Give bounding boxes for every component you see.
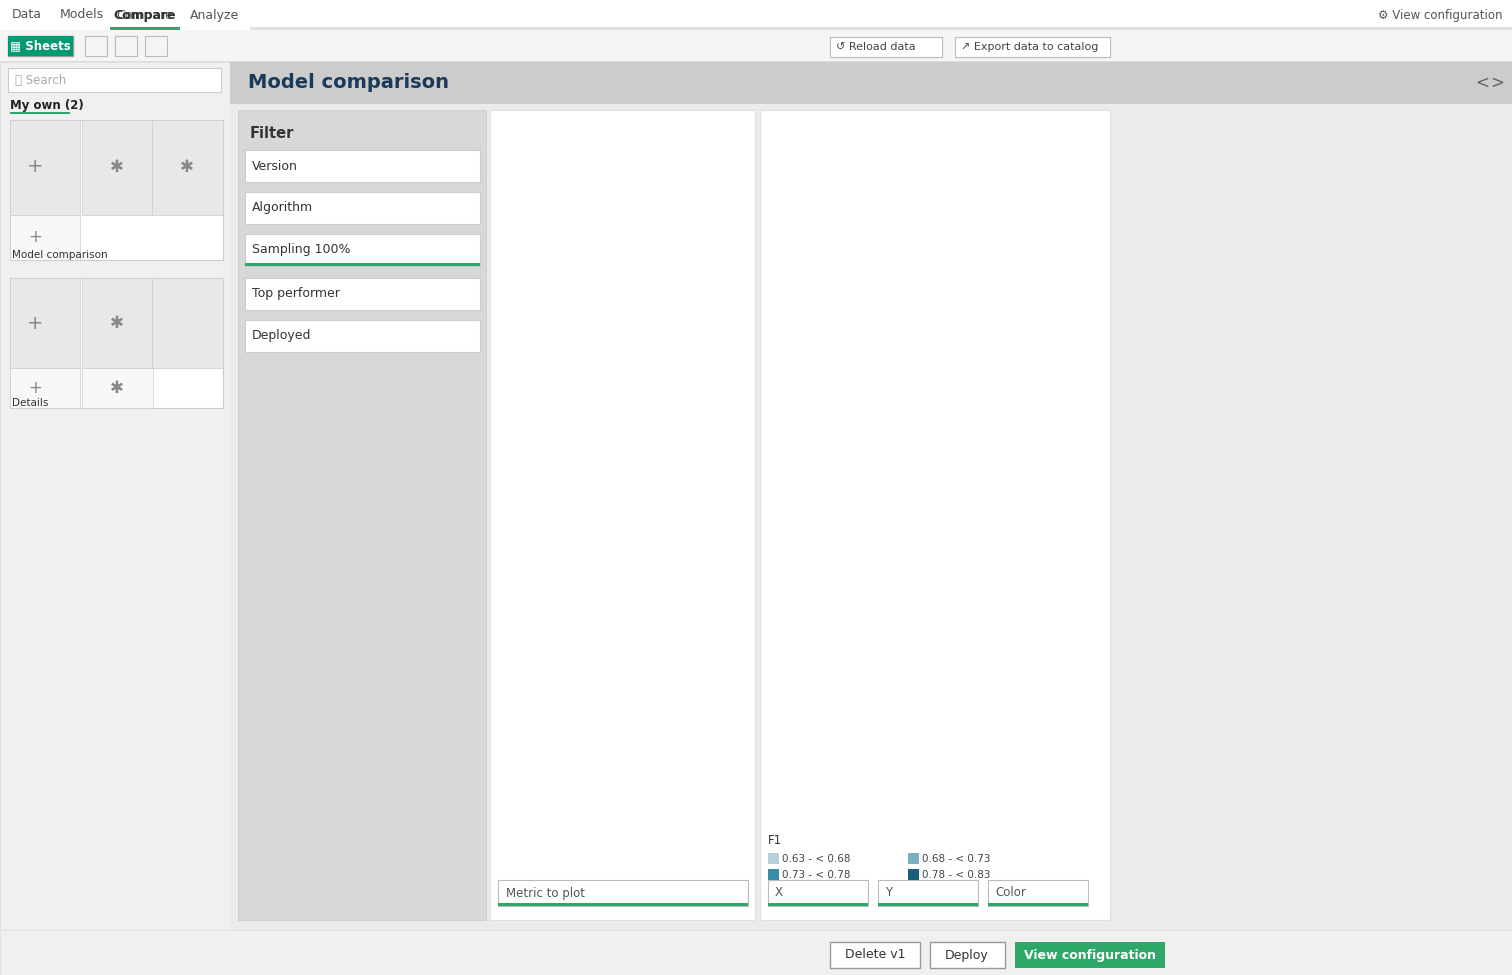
Point (1001, 217, 1025, 233)
Text: 0.63 - < 0.68: 0.63 - < 0.68 (782, 854, 850, 864)
Bar (558, 423, 717, 462)
Text: ✱: ✱ (110, 314, 124, 332)
Text: ⚙ View configuration: ⚙ View configuration (1377, 9, 1501, 21)
Title: MODEL COMPARISON: MODEL COMPARISON (865, 89, 1040, 104)
Text: ↺ Reload data: ↺ Reload data (836, 42, 916, 52)
Text: Compare: Compare (116, 9, 174, 21)
Bar (558, 676, 696, 715)
Text: +: + (29, 228, 42, 246)
Text: 0.82: 0.82 (721, 311, 745, 321)
Text: Version: Version (253, 160, 298, 173)
Text: Color: Color (995, 886, 1025, 900)
Text: >: > (1489, 74, 1504, 92)
Bar (558, 612, 702, 651)
Text: Filter: Filter (249, 126, 295, 140)
X-axis label: F1: F1 (945, 791, 960, 804)
Text: ✱: ✱ (110, 158, 124, 176)
Text: <: < (1476, 74, 1489, 92)
Text: Compare: Compare (113, 9, 177, 21)
Text: ✱: ✱ (180, 158, 194, 176)
Point (1007, 178, 1031, 194)
Text: ✱: ✱ (110, 379, 124, 397)
Point (1012, 153, 1036, 169)
Point (1002, 205, 1027, 220)
Text: +: + (27, 158, 44, 176)
Point (931, 412, 956, 428)
Point (895, 465, 919, 481)
Point (1004, 192, 1028, 208)
Text: ▦ Sheets: ▦ Sheets (9, 40, 71, 53)
Text: 🔍 Search: 🔍 Search (15, 73, 67, 87)
Point (1009, 166, 1033, 181)
Text: v01_LGBMC_01_08: v01_LGBMC_01_08 (1033, 142, 1125, 153)
Text: +: + (29, 379, 42, 397)
Bar (558, 171, 720, 210)
Text: Sampling 100%: Sampling 100% (253, 244, 351, 256)
Text: 0.78 - < 0.83: 0.78 - < 0.83 (922, 870, 990, 880)
Text: v01_LOGC_00_01: v01_LOGC_00_01 (815, 487, 900, 497)
Bar (558, 233, 720, 273)
Bar (558, 296, 720, 335)
Y-axis label: Model name: Model name (428, 404, 442, 481)
Text: Delete v1: Delete v1 (845, 949, 906, 961)
Text: Top performer: Top performer (253, 288, 340, 300)
Bar (558, 739, 682, 778)
Text: Model comparison: Model comparison (248, 73, 449, 93)
Text: 0.70: 0.70 (697, 690, 721, 700)
Text: v01_XGBC_01_06: v01_XGBC_01_06 (1021, 220, 1105, 231)
Text: Algorithm: Algorithm (253, 202, 313, 214)
Y-axis label: AUC: AUC (762, 427, 776, 453)
Text: Y: Y (885, 886, 892, 900)
Bar (558, 487, 703, 526)
Text: Details: Details (12, 398, 48, 408)
Text: 0.74: 0.74 (705, 564, 730, 574)
Point (830, 595, 854, 610)
Text: 0.81: 0.81 (718, 438, 744, 448)
Point (913, 485, 937, 500)
X-axis label: F1: F1 (640, 816, 655, 829)
Text: Deployed: Deployed (253, 330, 311, 342)
Text: 0.63: 0.63 (683, 754, 708, 763)
Point (1015, 139, 1039, 155)
Text: 0.74: 0.74 (705, 501, 730, 511)
Bar (558, 107, 721, 146)
Text: Deploy: Deploy (945, 949, 989, 961)
Text: ↗ Export data to catalog: ↗ Export data to catalog (962, 42, 1098, 52)
Text: 0.73: 0.73 (703, 627, 727, 637)
Text: F1: F1 (768, 834, 782, 846)
Bar (558, 360, 717, 399)
Title: MODEL PERFORMANCE: MODEL PERFORMANCE (552, 69, 741, 84)
Text: Data: Data (12, 9, 42, 21)
Text: 0.68 - < 0.73: 0.68 - < 0.73 (922, 854, 990, 864)
Bar (558, 549, 703, 589)
Text: 0.82: 0.82 (721, 185, 745, 195)
Text: My own (2): My own (2) (11, 99, 83, 112)
Text: Analyze: Analyze (191, 9, 239, 21)
Text: Model comparison: Model comparison (12, 250, 107, 260)
Text: v01_GNBC_0...: v01_GNBC_0... (850, 597, 921, 608)
Text: Models: Models (60, 9, 104, 21)
Text: 0.82: 0.82 (721, 248, 745, 258)
Text: X: X (776, 886, 783, 900)
Text: v01_LSOC_01_07: v01_LSOC_01_07 (951, 415, 1034, 426)
Text: 0.73 - < 0.78: 0.73 - < 0.78 (782, 870, 850, 880)
Text: +: + (27, 314, 44, 332)
Text: 0.83: 0.83 (692, 122, 720, 132)
Text: View configuration: View configuration (1024, 949, 1157, 961)
Text: Metric to plot: Metric to plot (507, 886, 585, 900)
Text: 0.81: 0.81 (718, 374, 744, 384)
